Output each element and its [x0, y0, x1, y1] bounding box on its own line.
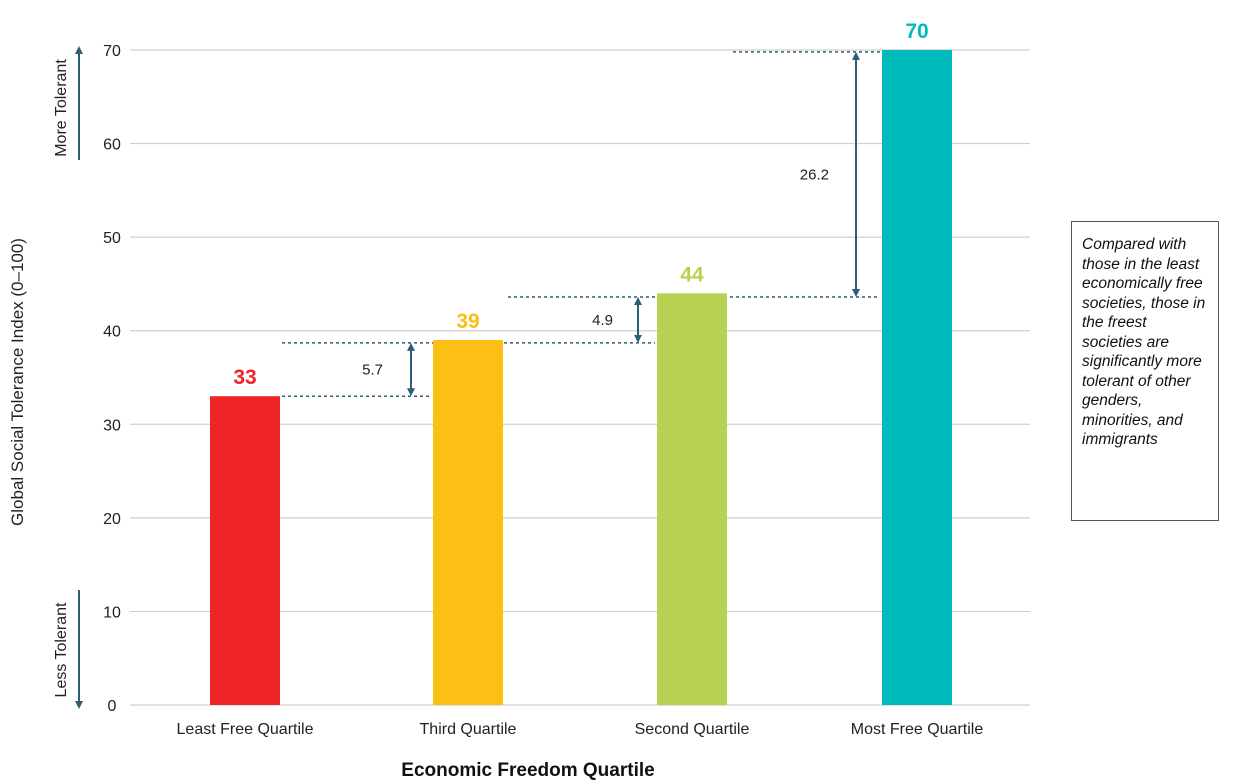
annotation-box: Compared with those in the least economi…	[1071, 221, 1219, 521]
x-axis-categories: Least Free Quartile Third Quartile Second …	[177, 721, 984, 738]
y-tick-label: 70	[103, 43, 121, 60]
y-tick-label: 30	[103, 417, 121, 434]
bar-value-label: 39	[456, 310, 479, 333]
y-tick-label: 50	[103, 230, 121, 247]
bar	[657, 293, 727, 705]
annotation-text: Compared with those in the least economi…	[1082, 236, 1206, 448]
bars	[210, 50, 952, 705]
bar-value-label: 44	[680, 263, 704, 286]
difference-label: 5.7	[362, 362, 383, 379]
y-tick-label: 60	[103, 137, 121, 154]
y-tick-label: 20	[103, 511, 121, 528]
more-tolerant-indicator: More Tolerant	[53, 46, 83, 160]
bar	[210, 396, 280, 705]
difference-label: 26.2	[800, 166, 829, 183]
value-labels: 33 39 44 70	[233, 20, 928, 389]
y-tick-label: 10	[103, 604, 121, 621]
x-axis-title: Economic Freedom Quartile	[401, 760, 654, 780]
y-tick-label: 0	[108, 698, 117, 715]
less-tolerant-label: Less Tolerant	[53, 602, 70, 697]
x-category-label: Most Free Quartile	[851, 721, 984, 738]
bar	[433, 340, 503, 705]
more-tolerant-label: More Tolerant	[53, 59, 70, 157]
x-category-label: Least Free Quartile	[177, 721, 314, 738]
y-axis-ticks: 0 10 20 30 40 50 60 70	[103, 43, 121, 715]
bar-value-label: 33	[233, 366, 256, 389]
difference-arrows: 5.7 4.9 26.2	[362, 51, 860, 397]
y-axis-title: Global Social Tolerance Index (0–100)	[8, 238, 27, 526]
less-tolerant-indicator: Less Tolerant	[53, 590, 83, 709]
bar	[882, 50, 952, 705]
x-category-label: Third Quartile	[420, 721, 517, 738]
difference-label: 4.9	[592, 312, 613, 329]
bar-value-label: 70	[905, 20, 928, 43]
difference-guides	[282, 51, 880, 397]
y-tick-label: 40	[103, 324, 121, 341]
x-category-label: Second Quartile	[635, 721, 750, 738]
